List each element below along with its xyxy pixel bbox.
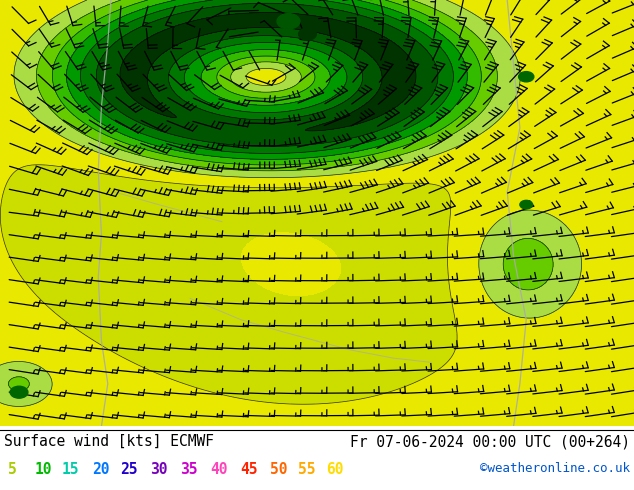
Text: 50: 50 (270, 462, 287, 477)
Text: 20: 20 (92, 462, 110, 477)
Text: ©weatheronline.co.uk: ©weatheronline.co.uk (480, 462, 630, 475)
Circle shape (520, 200, 533, 209)
Circle shape (277, 14, 300, 29)
Circle shape (10, 386, 28, 398)
Text: 5: 5 (8, 462, 16, 477)
Text: 30: 30 (150, 462, 167, 477)
Circle shape (299, 28, 316, 40)
Text: 15: 15 (62, 462, 79, 477)
Text: Fr 07-06-2024 00:00 UTC (00+264): Fr 07-06-2024 00:00 UTC (00+264) (350, 434, 630, 449)
Text: Surface wind [kts] ECMWF: Surface wind [kts] ECMWF (4, 434, 214, 449)
Text: 35: 35 (180, 462, 198, 477)
Text: 60: 60 (326, 462, 344, 477)
Text: 25: 25 (120, 462, 138, 477)
Text: 10: 10 (35, 462, 53, 477)
Text: 55: 55 (298, 462, 316, 477)
Circle shape (519, 72, 534, 82)
Text: 45: 45 (240, 462, 257, 477)
Text: 40: 40 (210, 462, 228, 477)
